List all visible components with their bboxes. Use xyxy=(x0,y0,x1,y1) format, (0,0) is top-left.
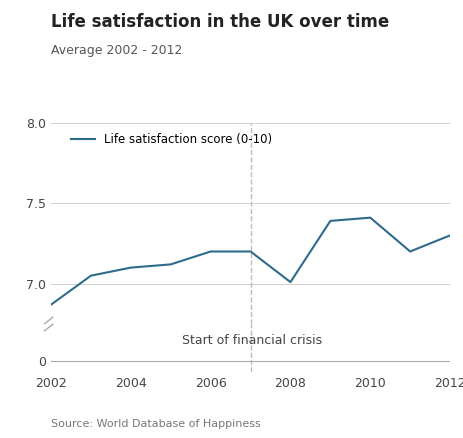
Text: Life satisfaction in the UK over time: Life satisfaction in the UK over time xyxy=(51,13,388,31)
Legend: Life satisfaction score (0-10): Life satisfaction score (0-10) xyxy=(69,131,274,148)
Text: Average 2002 - 2012: Average 2002 - 2012 xyxy=(51,44,182,57)
Text: Start of financial crisis: Start of financial crisis xyxy=(182,334,322,347)
Text: Source: World Database of Happiness: Source: World Database of Happiness xyxy=(51,419,260,429)
